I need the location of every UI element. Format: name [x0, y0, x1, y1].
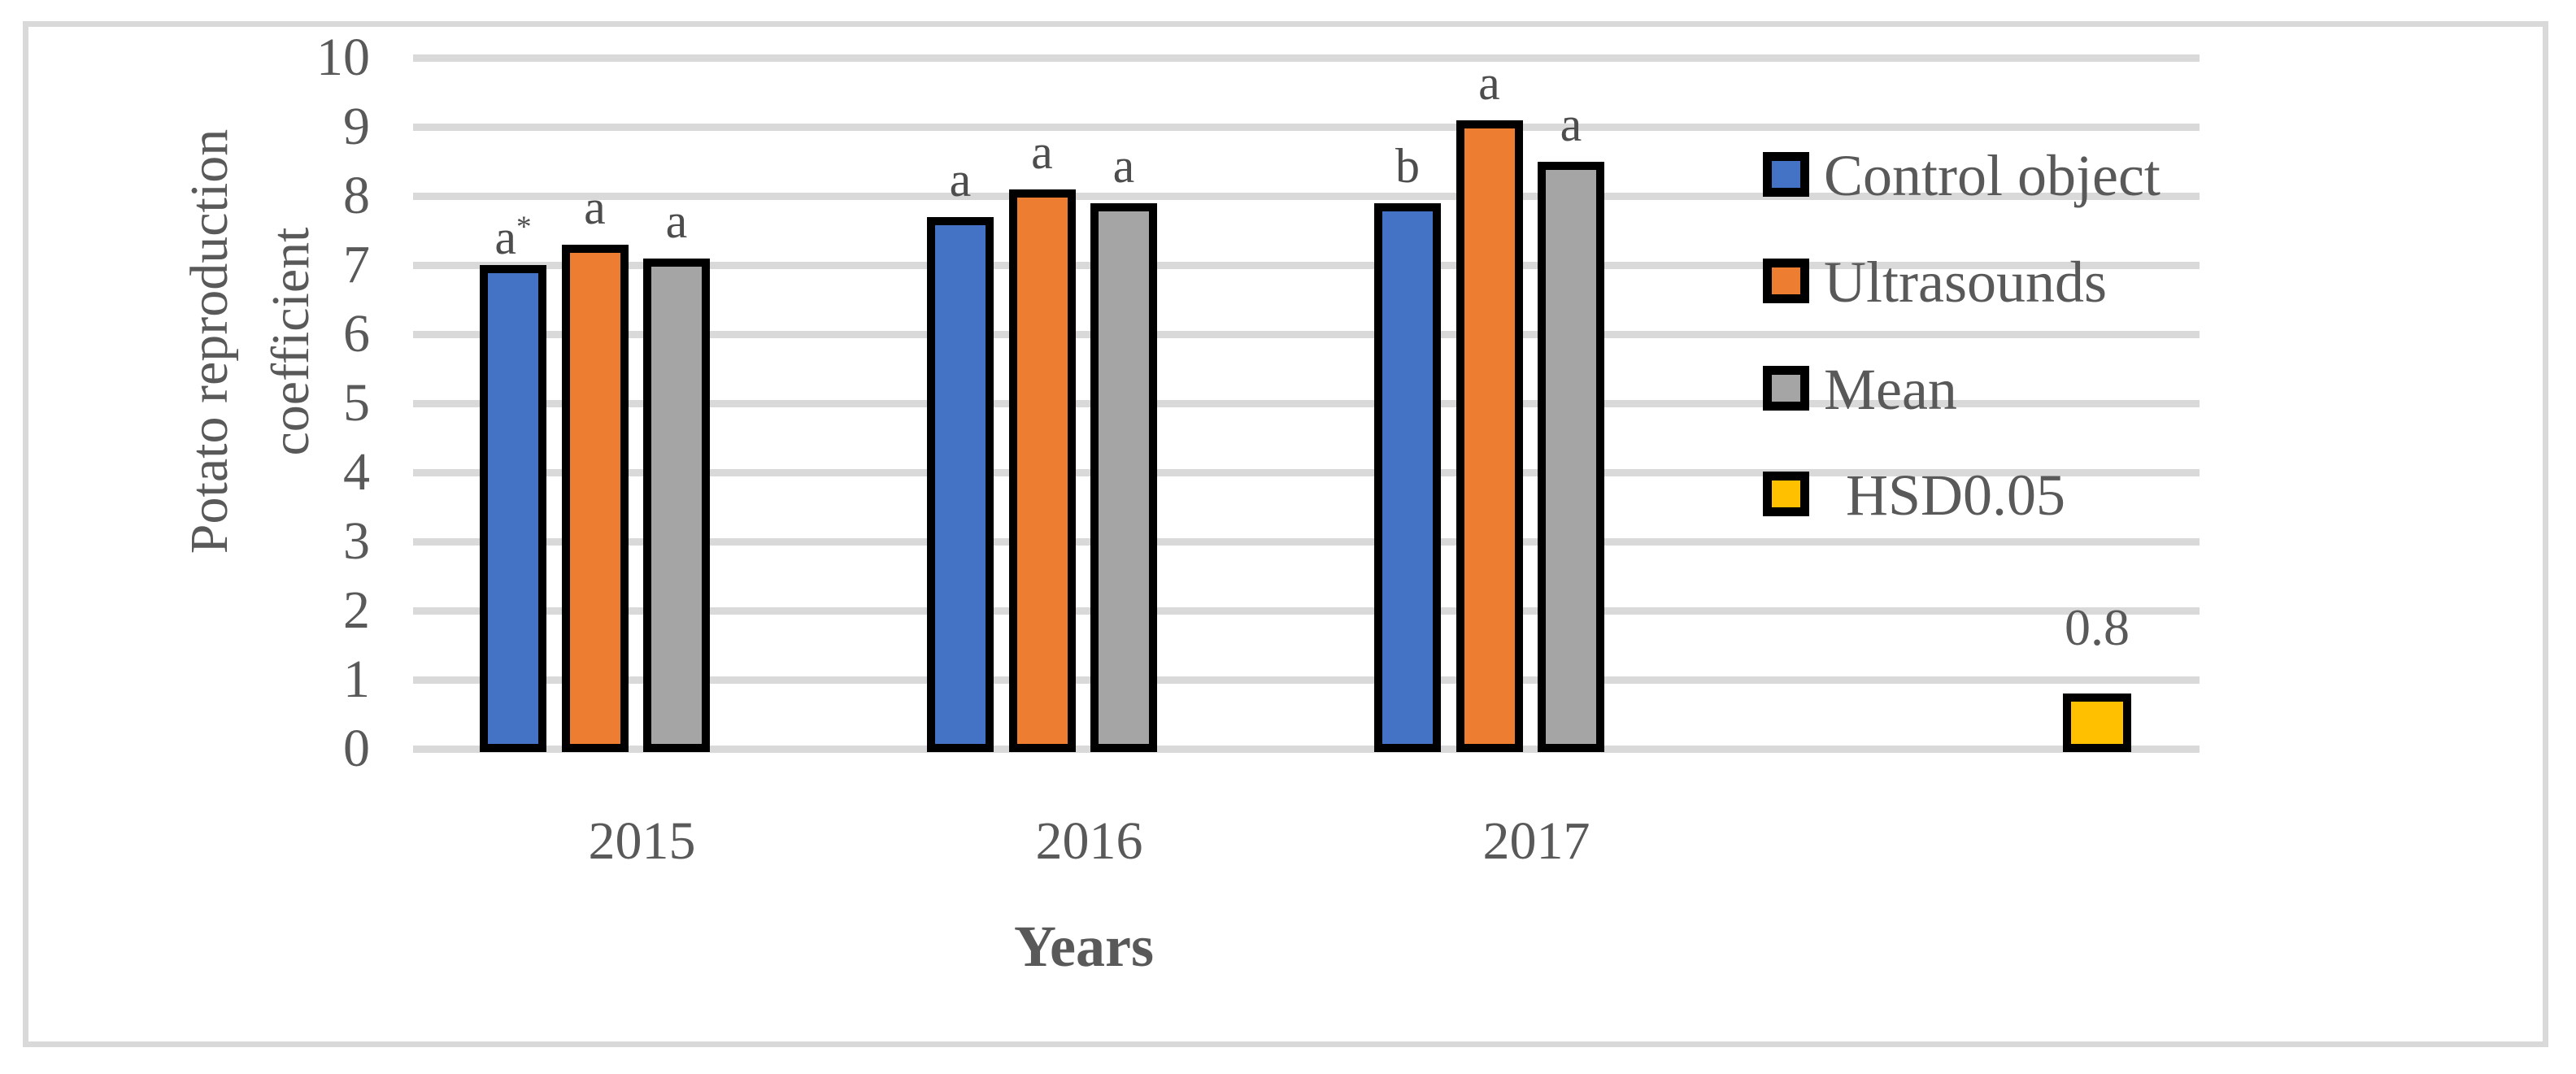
bar-significance-letter: a — [949, 152, 972, 207]
gridline — [413, 54, 2200, 62]
x-axis-title: Years — [1014, 914, 1154, 979]
bar-mean-2015 — [643, 258, 710, 752]
x-axis-tick-label-2016: 2016 — [1035, 811, 1143, 871]
gridline — [413, 468, 2200, 476]
bar-control-object-2015 — [480, 265, 546, 752]
y-axis-tick-label: 10 — [316, 28, 370, 87]
gridline — [413, 745, 2200, 753]
y-axis-tick-label: 4 — [343, 442, 370, 502]
gridline — [413, 537, 2200, 546]
bar-ultrasounds-2016 — [1008, 189, 1076, 752]
gridline — [413, 261, 2200, 269]
y-axis-tick-label: 2 — [343, 580, 370, 640]
gridline — [413, 123, 2200, 131]
bar-significance-letter: a — [1112, 138, 1135, 193]
legend-swatch-control-object — [1763, 152, 1809, 197]
y-axis-tick-label: 3 — [343, 511, 370, 571]
bar-significance-letter: a — [1031, 124, 1053, 179]
legend-label-mean: Mean — [1824, 357, 1957, 422]
gridline — [413, 192, 2200, 200]
bar-significance-letter: b — [1395, 138, 1420, 193]
legend-swatch-mean — [1763, 366, 1809, 411]
hsd-value-label: 0.8 — [2065, 598, 2130, 656]
x-axis-tick-label-2015: 2015 — [588, 811, 696, 871]
legend-label-control-object: Control object — [1824, 143, 2160, 208]
gridline — [413, 607, 2200, 615]
bar-ultrasounds-2017 — [1456, 120, 1523, 752]
y-axis-tick-label: 6 — [343, 304, 370, 363]
y-axis-tick-label: 9 — [343, 97, 370, 156]
legend-label-hsd0-05: HSD0.05 — [1846, 463, 2066, 528]
gridline — [413, 676, 2200, 684]
gridline — [413, 330, 2200, 338]
y-axis-tick-label: 0 — [343, 719, 370, 778]
bar-mean-2017 — [1538, 161, 1604, 752]
bar-ultrasounds-2015 — [561, 244, 629, 752]
legend-swatch-hsd0-05 — [1763, 472, 1809, 516]
bar-significance-letter: a* — [494, 211, 532, 264]
y-axis-tick-label: 7 — [343, 235, 370, 294]
bar-significance-letter: a — [1560, 97, 1582, 151]
bar-significance-letter: a — [665, 193, 688, 248]
chart-frame — [23, 21, 2548, 1047]
bar-significance-letter: a — [584, 180, 606, 234]
bar-mean-2016 — [1090, 202, 1157, 752]
y-axis-tick-label: 5 — [343, 373, 370, 433]
bar-control-object-2017 — [1374, 202, 1441, 752]
legend-swatch-ultrasounds — [1763, 259, 1809, 303]
legend-label-ultrasounds: Ultrasounds — [1824, 250, 2107, 315]
bar-significance-letter: a — [1478, 55, 1500, 110]
gridline — [413, 399, 2200, 407]
y-axis-tick-label: 8 — [343, 166, 370, 225]
bar-hsd0-05 — [2063, 694, 2131, 752]
y-axis-tick-label: 1 — [343, 650, 370, 709]
x-axis-tick-label-2017: 2017 — [1482, 811, 1590, 871]
bar-control-object-2016 — [927, 216, 994, 752]
